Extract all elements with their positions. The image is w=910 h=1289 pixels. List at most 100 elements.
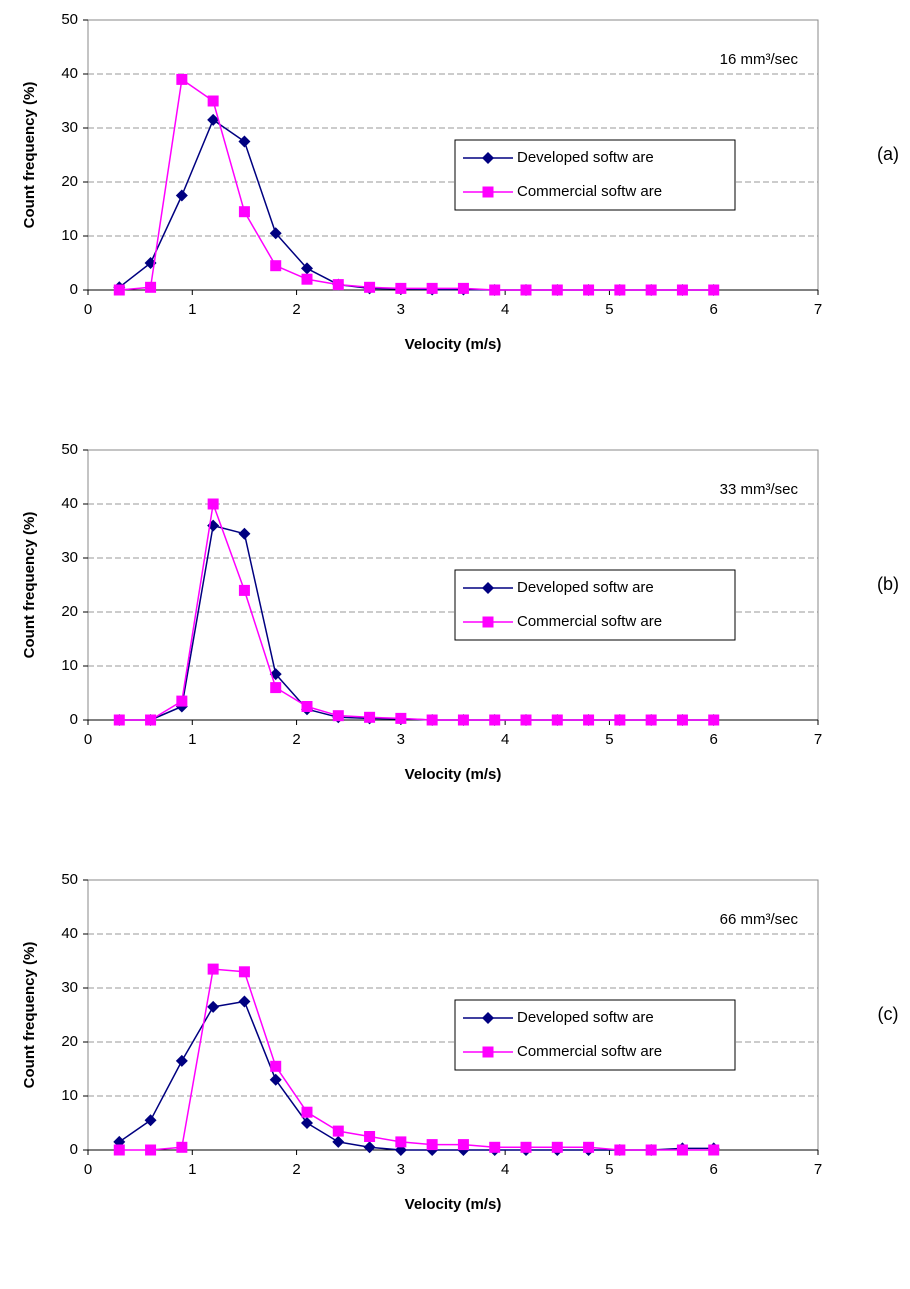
x-tick-label: 5	[605, 1161, 613, 1178]
x-tick-label: 5	[605, 301, 613, 318]
y-tick-label: 0	[70, 281, 78, 298]
data-point	[676, 1144, 688, 1156]
data-point	[207, 963, 219, 975]
data-point	[551, 1141, 563, 1153]
panel-label: (c)	[878, 1004, 899, 1024]
data-point	[363, 1141, 376, 1154]
data-point	[395, 712, 407, 724]
y-tick-label: 30	[61, 119, 78, 136]
data-point	[332, 710, 344, 722]
data-point	[145, 281, 157, 293]
legend-label: Commercial softw are	[517, 183, 662, 200]
y-tick-label: 10	[61, 1087, 78, 1104]
data-point	[583, 284, 595, 296]
data-point	[489, 714, 501, 726]
chart-panel: 0 10 20 30 40 50 0 1 2 3 4 5 6 7 Velocity (m/s) Count f…	[21, 871, 899, 1213]
x-tick-label: 0	[84, 301, 92, 318]
data-point	[645, 284, 657, 296]
data-point	[457, 1139, 469, 1151]
data-point	[676, 284, 688, 296]
data-point	[520, 284, 532, 296]
data-point	[207, 113, 220, 126]
data-point	[645, 1144, 657, 1156]
y-tick-label: 0	[70, 711, 78, 728]
data-point	[238, 206, 250, 218]
data-point	[645, 714, 657, 726]
data-point	[270, 1060, 282, 1072]
x-tick-label: 2	[292, 301, 300, 318]
chart-panel: 0 10 20 30 40 50 0 1 2 3 4 5 6 7 Velocity (m/s) Count f…	[21, 441, 899, 783]
legend-box	[454, 139, 736, 211]
x-axis-title: Velocity (m/s)	[405, 336, 502, 353]
data-point	[270, 682, 282, 694]
data-point	[145, 714, 157, 726]
data-point	[614, 1144, 626, 1156]
data-point	[238, 527, 251, 540]
x-tick-label: 6	[710, 1161, 718, 1178]
data-point	[176, 73, 188, 85]
y-tick-label: 20	[61, 1033, 78, 1050]
data-point	[176, 695, 188, 707]
y-tick-label: 20	[61, 173, 78, 190]
y-tick-label: 40	[61, 925, 78, 942]
panel-label: (b)	[877, 574, 899, 594]
data-point	[238, 584, 250, 596]
y-axis-title: Count frequency (%)	[21, 82, 38, 229]
x-tick-label: 1	[188, 731, 196, 748]
data-point	[175, 189, 188, 202]
legend-label: Developed softw are	[517, 579, 654, 596]
data-point	[489, 1141, 501, 1153]
legend-marker	[482, 186, 494, 198]
legend-box	[454, 999, 736, 1071]
data-point	[238, 966, 250, 978]
legend-label: Developed softw are	[517, 1009, 654, 1026]
data-point	[395, 1136, 407, 1148]
x-tick-label: 3	[397, 731, 405, 748]
data-point	[614, 714, 626, 726]
data-point	[145, 1144, 157, 1156]
data-point	[364, 711, 376, 723]
x-tick-label: 7	[814, 731, 822, 748]
data-point	[676, 714, 688, 726]
x-axis-title: Velocity (m/s)	[405, 766, 502, 783]
annotation: 16 mm³/sec	[720, 51, 799, 68]
x-tick-label: 0	[84, 731, 92, 748]
legend-label: Developed softw are	[517, 149, 654, 166]
data-point	[238, 135, 251, 148]
data-point	[708, 1144, 720, 1156]
y-tick-label: 50	[61, 11, 78, 28]
annotation: 66 mm³/sec	[720, 911, 799, 928]
x-tick-label: 7	[814, 301, 822, 318]
data-point	[332, 1125, 344, 1137]
x-axis-title: Velocity (m/s)	[405, 1196, 502, 1213]
data-point	[551, 284, 563, 296]
data-point	[708, 284, 720, 296]
y-axis-title: Count frequency (%)	[21, 512, 38, 659]
data-point	[301, 1117, 313, 1129]
data-point	[551, 714, 563, 726]
x-tick-label: 0	[84, 1161, 92, 1178]
x-tick-label: 5	[605, 731, 613, 748]
legend-label: Commercial softw are	[517, 1043, 662, 1060]
x-tick-label: 3	[397, 1161, 405, 1178]
y-tick-label: 0	[70, 1141, 78, 1158]
panel-label: (a)	[877, 144, 899, 164]
legend-marker	[482, 1046, 494, 1058]
y-tick-label: 20	[61, 603, 78, 620]
data-point	[520, 1141, 532, 1153]
data-point	[614, 284, 626, 296]
chart-panel: 0 10 20 30 40 50 0 1 2 3 4 5 6 7 Velocity (m/s) Count f…	[21, 11, 899, 353]
data-point	[457, 714, 469, 726]
y-tick-label: 40	[61, 495, 78, 512]
data-point	[113, 1144, 125, 1156]
y-tick-label: 40	[61, 65, 78, 82]
legend-marker	[482, 1012, 494, 1024]
data-point	[583, 1141, 595, 1153]
legend-marker	[482, 616, 494, 628]
x-tick-label: 3	[397, 301, 405, 318]
x-tick-label: 4	[501, 301, 509, 318]
data-point	[176, 1141, 188, 1153]
data-point	[207, 498, 219, 510]
data-point	[238, 995, 251, 1008]
data-point	[364, 1131, 376, 1142]
